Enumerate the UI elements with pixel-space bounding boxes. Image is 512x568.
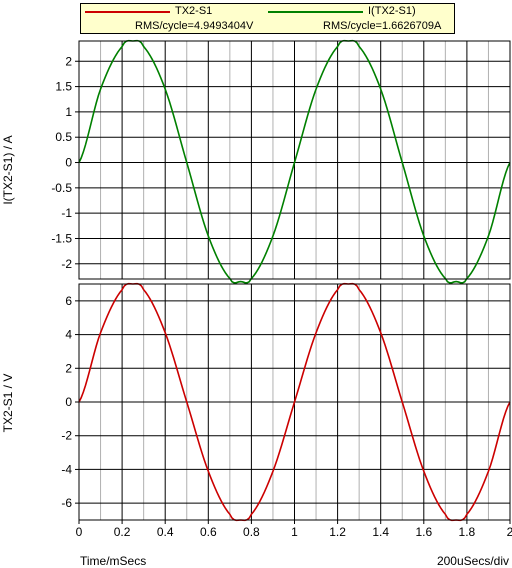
x-axis-label: Time/mSecs [80, 554, 147, 568]
legend: TX2-S1 RMS/cycle=4.9493404V I(TX2-S1) RM… [80, 3, 455, 34]
x-tick-label: 0.6 [200, 525, 217, 539]
y-tick-label: 6 [65, 294, 72, 308]
bottom-panel-frame [78, 283, 511, 521]
current-legend-rms: RMS/cycle=1.6626709A [323, 20, 442, 32]
current-legend-swatch [268, 11, 363, 13]
top-panel-frame [78, 40, 511, 280]
current-series-group [78, 39, 511, 284]
y-tick-label: -6 [61, 496, 72, 510]
voltage-legend-name: TX2-S1 [175, 5, 213, 17]
time-scale-label: 200uSecs/div [436, 554, 509, 568]
y-tick-label: -4 [61, 462, 72, 476]
x-tick-label: 1.2 [329, 525, 346, 539]
x-axis-ticks: 0 0.2 0.4 0.6 0.8 1 1.2 1.4 1.6 1.8 2 [76, 520, 512, 539]
x-tick-label: 1.4 [372, 525, 389, 539]
top-panel-y-ticks: -2 -1.5 -1 -0.5 0 0.5 1 1.5 2 [51, 54, 79, 271]
voltage-waveform-line [78, 282, 511, 522]
x-tick-label: 1 [291, 525, 298, 539]
y-tick-label: 1 [65, 105, 72, 119]
x-tick-label: 0 [76, 525, 83, 539]
voltage-legend-swatch [85, 11, 170, 13]
y-tick-label: -2 [61, 429, 72, 443]
x-tick-label: 1.8 [459, 525, 476, 539]
current-waveform-line [78, 39, 511, 284]
x-tick-label: 0.4 [157, 525, 174, 539]
bottom-y-axis-label: TX2-S1 / V [1, 374, 15, 433]
x-tick-label: 0.8 [243, 525, 260, 539]
y-tick-label: -2 [61, 257, 72, 271]
y-tick-label: 0.5 [55, 130, 72, 144]
top-panel-grid [79, 41, 510, 279]
x-tick-label: 0.2 [114, 525, 131, 539]
voltage-series-group [78, 282, 511, 522]
x-tick-label: 1.6 [415, 525, 432, 539]
y-tick-label: -0.5 [51, 181, 72, 195]
y-tick-label: -1 [61, 206, 72, 220]
y-tick-label: 0 [65, 395, 72, 409]
current-legend-name: I(TX2-S1) [368, 5, 416, 17]
y-tick-label: 0 [65, 156, 72, 170]
top-y-axis-label: I(TX2-S1) / A [1, 135, 15, 204]
voltage-legend-rms: RMS/cycle=4.9493404V [135, 20, 254, 32]
bottom-panel-y-ticks: -6 -4 -2 0 2 4 6 [61, 294, 79, 510]
y-tick-label: -1.5 [51, 231, 72, 245]
y-tick-label: 2 [65, 361, 72, 375]
y-tick-label: 1.5 [55, 80, 72, 94]
y-tick-label: 4 [65, 328, 72, 342]
x-tick-label: 2 [507, 525, 512, 539]
y-tick-label: 2 [65, 54, 72, 68]
